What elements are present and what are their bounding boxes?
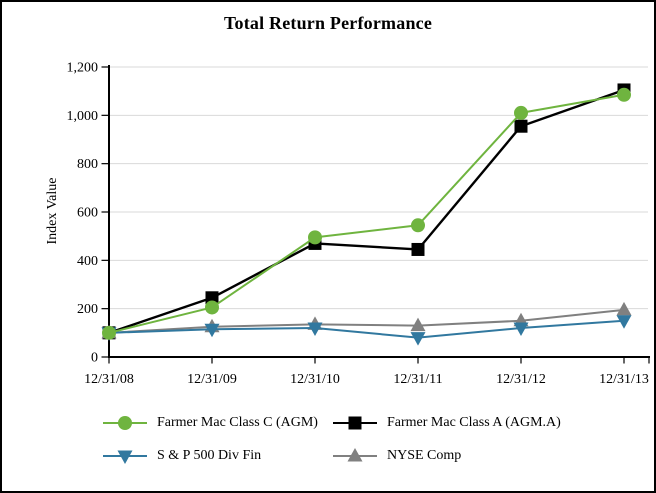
svg-text:12/31/10: 12/31/10 (290, 372, 340, 387)
chart-legend: Farmer Mac Class C (AGM) Farmer Mac Clas… (102, 413, 622, 466)
svg-text:12/31/12: 12/31/12 (496, 372, 546, 387)
legend-item-nyse-comp: NYSE Comp (332, 446, 622, 466)
svg-text:Index Value: Index Value (45, 178, 60, 245)
svg-text:1,200: 1,200 (67, 61, 99, 76)
svg-text:12/31/13: 12/31/13 (599, 372, 649, 387)
svg-text:400: 400 (77, 254, 98, 269)
svg-text:0: 0 (91, 351, 98, 366)
svg-text:200: 200 (77, 302, 98, 317)
square-marker-icon (333, 416, 377, 430)
svg-text:12/31/11: 12/31/11 (393, 372, 442, 387)
legend-label-nyse: NYSE Comp (387, 448, 462, 463)
legend-label-class-a: Farmer Mac Class A (AGM.A) (387, 415, 561, 430)
legend-item-farmer-mac-class-a: Farmer Mac Class A (AGM.A) (332, 413, 622, 433)
total-return-line-chart: 0 200 400 600 800 1,000 1,200 12/31/08 12/31/09 1… (45, 61, 650, 387)
legend-label-class-c: Farmer Mac Class C (AGM) (157, 415, 318, 430)
triangle-up-marker-icon (333, 448, 377, 462)
triangle-down-marker-icon (103, 450, 147, 464)
chart-title: Total Return Performance (223, 13, 433, 33)
legend-label-sp500: S & P 500 Div Fin (157, 448, 262, 463)
legend-item-farmer-mac-class-c: Farmer Mac Class C (AGM) (102, 413, 332, 433)
svg-text:12/31/08: 12/31/08 (84, 372, 134, 387)
svg-text:800: 800 (77, 157, 98, 172)
svg-text:600: 600 (77, 206, 98, 221)
circle-marker-icon (103, 416, 147, 430)
legend-item-sp500-div-fin: S & P 500 Div Fin (102, 446, 332, 466)
svg-text:12/31/09: 12/31/09 (187, 372, 237, 387)
svg-text:1,000: 1,000 (67, 109, 99, 124)
